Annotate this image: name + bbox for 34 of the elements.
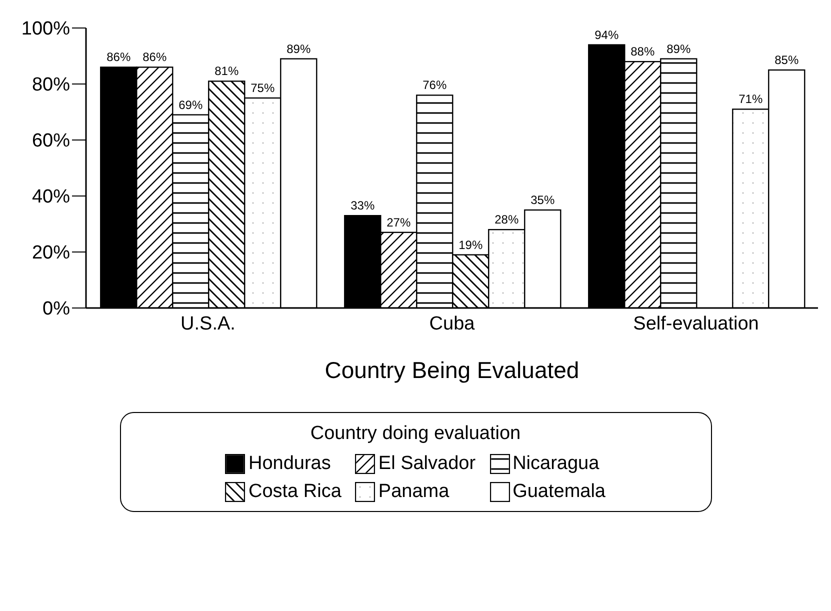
legend-label: Nicaragua — [512, 453, 600, 475]
data-label: 89% — [286, 42, 311, 56]
data-label: 94% — [594, 28, 619, 42]
data-label: 71% — [738, 92, 763, 106]
data-label: 76% — [422, 78, 447, 92]
y-tick-label: 20% — [32, 242, 70, 264]
legend-label: Guatemala — [512, 481, 606, 503]
data-label: 86% — [106, 50, 131, 64]
x-tick-label: U.S.A. — [180, 313, 236, 334]
y-tick-label: 0% — [42, 298, 70, 320]
data-label: 33% — [350, 198, 375, 213]
data-label: 81% — [214, 64, 239, 78]
legend-title: Country doing evaluation — [309, 423, 522, 445]
data-label: 27% — [386, 215, 411, 230]
y-tick-label: 100% — [21, 18, 70, 40]
data-label: 75% — [250, 81, 275, 95]
data-label: 28% — [494, 212, 519, 227]
data-label: 19% — [458, 238, 483, 252]
x-tick-label: Cuba — [429, 313, 476, 334]
data-label: 35% — [530, 193, 555, 207]
y-tick-label: 60% — [32, 130, 70, 152]
y-tick-label: 80% — [32, 74, 70, 96]
data-label: 69% — [178, 98, 203, 112]
y-tick-label: 40% — [32, 186, 70, 208]
legend-label: Honduras — [248, 453, 331, 475]
data-label: 85% — [774, 53, 799, 67]
legend-label: El Salvador — [378, 453, 476, 475]
x-tick-label: Self-evaluation — [633, 313, 759, 334]
legend-label: Panama — [378, 481, 450, 503]
data-label: 89% — [666, 42, 691, 56]
data-label: 88% — [630, 44, 655, 59]
x-axis-title: Country Being Evaluated — [324, 357, 580, 383]
data-label: 86% — [142, 50, 167, 64]
legend-label: Costa Rica — [248, 481, 342, 503]
